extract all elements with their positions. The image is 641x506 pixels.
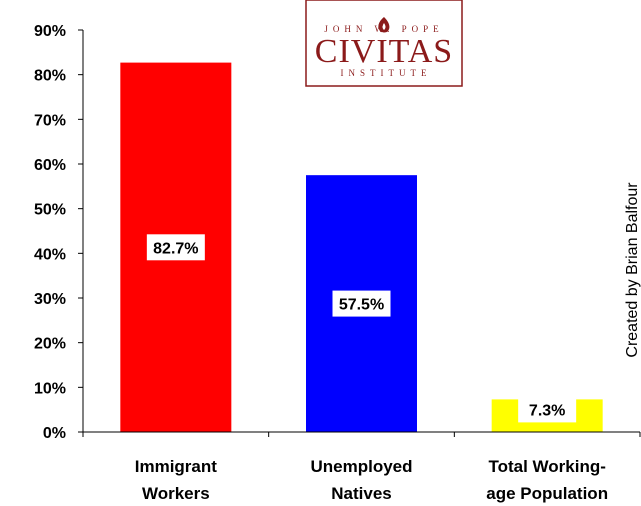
category-label: Natives	[331, 484, 391, 503]
logo-bottom-text: INSTITUTE	[341, 68, 432, 78]
y-axis	[78, 29, 84, 433]
y-tick-label: 10%	[34, 380, 66, 397]
data-label-box	[518, 396, 577, 423]
credit-text: Created by Brian Balfour	[624, 182, 641, 358]
category-label: age Population	[486, 484, 608, 503]
y-tick-label: 50%	[34, 202, 66, 219]
y-tick-label: 30%	[34, 291, 66, 308]
y-tick-label: 60%	[34, 157, 66, 174]
y-tick-labels: 0% 10% 20% 30% 40% 50% 60% 70% 80% 90%	[34, 23, 66, 442]
data-labels: 82.7% 57.5% 7.3%	[146, 234, 577, 423]
x-tick-marks	[82, 432, 641, 437]
y-tick-label: 80%	[34, 68, 66, 85]
logo-name: CIVITAS	[315, 33, 453, 70]
category-label: Total Working-	[488, 457, 605, 476]
data-label-text: 82.7%	[153, 240, 198, 257]
civitas-logo: JOHN W. POPE CIVITAS INSTITUTE	[305, 0, 463, 87]
data-label-text: 7.3%	[529, 402, 565, 419]
category-label: Immigrant	[135, 457, 218, 476]
data-label-text: 57.5%	[339, 297, 384, 314]
flame-icon	[378, 17, 390, 33]
data-label-box	[146, 234, 205, 261]
category-label: Workers	[142, 484, 210, 503]
logo-frame	[305, 0, 463, 87]
category-label: Unemployed	[310, 457, 412, 476]
data-label: 57.5%	[332, 290, 391, 317]
data-label: 7.3%	[518, 396, 577, 423]
category-labels: Immigrant Workers Unemployed Natives Total W…	[135, 457, 608, 503]
y-tick-label: 40%	[34, 246, 66, 263]
y-tick-label: 0%	[43, 425, 66, 442]
y-tick-label: 90%	[34, 23, 66, 40]
y-tick-label: 20%	[34, 336, 66, 353]
data-label: 82.7%	[146, 234, 205, 261]
y-tick-label: 70%	[34, 112, 66, 129]
data-label-box	[332, 290, 391, 317]
